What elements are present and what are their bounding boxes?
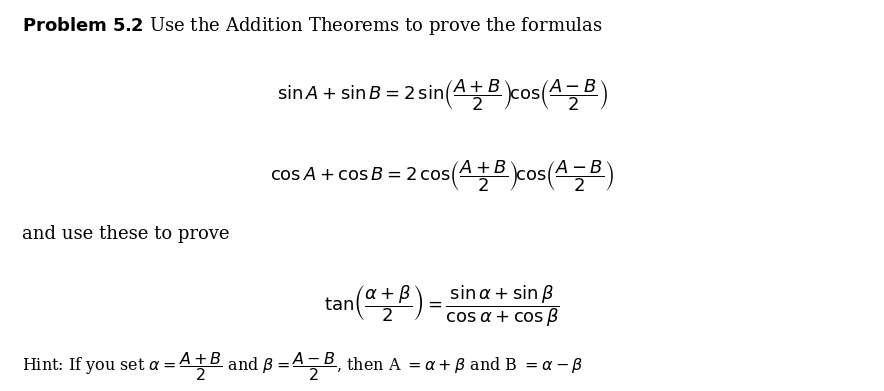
- Text: $\mathbf{Problem\ 5.2}$ Use the Addition Theorems to prove the formulas: $\mathbf{Problem\ 5.2}$ Use the Addition…: [22, 15, 602, 37]
- Text: $\sin A + \sin B = 2\,\sin\!\left(\dfrac{A+B}{2}\right)\!\cos\!\left(\dfrac{A-B}: $\sin A + \sin B = 2\,\sin\!\left(\dfrac…: [277, 78, 607, 113]
- Text: $\tan\!\left(\dfrac{\alpha+\beta}{2}\right) = \dfrac{\sin\alpha+\sin\beta}{\cos\: $\tan\!\left(\dfrac{\alpha+\beta}{2}\rig…: [324, 283, 560, 329]
- Text: Hint: If you set $\alpha = \dfrac{A+B}{2}$ and $\beta = \dfrac{A-B}{2}$, then A : Hint: If you set $\alpha = \dfrac{A+B}{2…: [22, 350, 583, 383]
- Text: $\cos A + \cos B = 2\,\cos\!\left(\dfrac{A+B}{2}\right)\!\cos\!\left(\dfrac{A-B}: $\cos A + \cos B = 2\,\cos\!\left(\dfrac…: [270, 159, 614, 194]
- Text: and use these to prove: and use these to prove: [22, 225, 229, 243]
